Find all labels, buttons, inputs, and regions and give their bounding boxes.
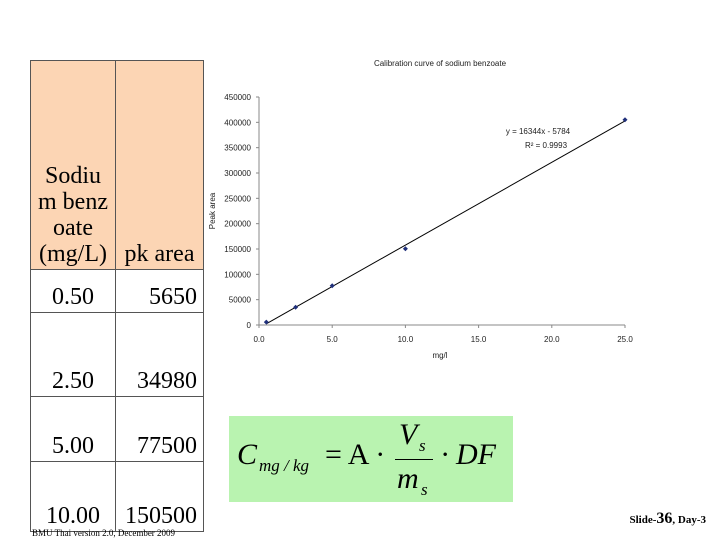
row: 2.50 34980	[30, 312, 204, 397]
y-tick-label: 400000	[224, 118, 251, 127]
formula-sub: mg / kg	[259, 456, 310, 475]
header-cell: pk area	[115, 60, 204, 270]
chart-title: Calibration curve of sodium benzoate	[374, 59, 507, 68]
cell: 77500	[115, 396, 204, 462]
cell: 5.00	[30, 396, 116, 462]
trendline	[266, 120, 626, 325]
formula-c: C	[237, 438, 258, 471]
row: 5.00 77500	[30, 396, 204, 462]
y-tick-label: 300000	[224, 169, 251, 178]
formula-den: m	[397, 462, 419, 495]
formula-num: V	[399, 418, 418, 451]
slide-label: Slide-	[629, 514, 657, 526]
trend-equation: y = 16344x - 5784	[506, 127, 571, 136]
x-tick-label: 20.0	[544, 335, 560, 344]
formula-num-sub: s	[419, 436, 426, 455]
data-point	[293, 304, 299, 310]
data-table: Sodium benzoate (mg/L) pk area 0.50 5650 …	[30, 60, 204, 532]
trend-r2: R² = 0.9993	[525, 141, 568, 150]
data-point	[622, 117, 628, 123]
header-row: Sodium benzoate (mg/L) pk area	[30, 60, 204, 270]
cell: 34980	[115, 312, 204, 397]
data-point	[263, 319, 269, 325]
formula-box: C mg / kg = A · V s m s · DF	[229, 416, 513, 502]
header-cell: Sodium benzoate (mg/L)	[30, 60, 116, 270]
y-tick-label: 200000	[224, 220, 251, 229]
footer-left: BMU Thai version 2.0, December 2009	[32, 528, 176, 538]
data-point	[402, 246, 408, 252]
y-tick-label: 450000	[224, 93, 251, 102]
y-axis-label: Peak area	[208, 192, 217, 229]
cell: 10.00	[30, 461, 116, 532]
y-tick-label: 0	[247, 321, 252, 330]
x-axis-label: mg/l	[432, 351, 447, 360]
formula-tail: · DF	[441, 438, 496, 471]
y-tick-label: 250000	[224, 194, 251, 203]
row: 10.00 150500	[30, 461, 204, 532]
footer-right: Slide-36, Day-3	[629, 510, 706, 528]
formula-mid: = A ·	[325, 438, 386, 471]
chart: Calibration curve of sodium benzoate mg/…	[208, 59, 633, 360]
y-tick-label: 100000	[224, 270, 251, 279]
formula-den-sub: s	[421, 480, 428, 499]
day-label: , Day-3	[672, 514, 706, 526]
y-tick-label: 150000	[224, 245, 251, 254]
fraction-bar	[395, 459, 433, 460]
x-tick-label: 25.0	[617, 335, 633, 344]
y-tick-label: 50000	[229, 296, 252, 305]
x-tick-label: 10.0	[398, 335, 414, 344]
y-tick-label: 350000	[224, 144, 251, 153]
cell: 150500	[115, 461, 204, 532]
x-tick-label: 5.0	[327, 335, 339, 344]
slide-number: 36	[656, 510, 673, 527]
x-tick-label: 0.0	[253, 335, 265, 344]
x-tick-label: 15.0	[471, 335, 487, 344]
data-point	[329, 283, 335, 289]
